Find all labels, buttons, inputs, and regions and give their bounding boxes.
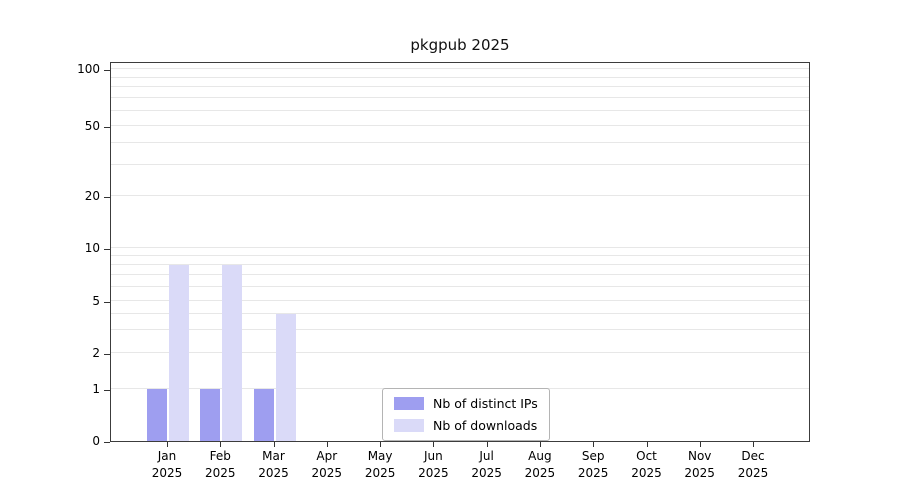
- x-tick-mark: [753, 442, 754, 447]
- gridline: [111, 300, 809, 301]
- bar-nb-of-downloads: [169, 265, 189, 441]
- y-tick-label: 20: [84, 189, 100, 203]
- x-tick-label: Dec 2025: [737, 449, 769, 480]
- gridline: [111, 97, 809, 99]
- legend: Nb of distinct IPs Nb of downloads: [382, 388, 550, 441]
- bar-nb-of-distinct-ips: [147, 389, 167, 441]
- x-tick-label: Sep 2025: [577, 449, 609, 480]
- y-tick-label: 0: [92, 434, 100, 448]
- gridline: [111, 125, 809, 126]
- y-tick-label: 100: [77, 62, 100, 76]
- x-tick-mark: [699, 442, 701, 447]
- x-tick-label: Aug 2025: [524, 449, 556, 480]
- x-tick-mark: [273, 442, 275, 447]
- x-tick-label: May 2025: [364, 449, 396, 480]
- x-tick-mark: [326, 442, 328, 447]
- y-tick-mark: [104, 442, 110, 443]
- gridline: [111, 86, 809, 88]
- x-tick-label: Jun 2025: [418, 449, 449, 480]
- y-tick-mark: [104, 302, 110, 303]
- y-tick-label: 2: [92, 346, 100, 360]
- y-tick-mark: [104, 70, 110, 71]
- bar-nb-of-downloads: [222, 265, 243, 441]
- y-tick-mark: [104, 197, 110, 198]
- x-tick-mark: [220, 442, 222, 447]
- legend-item: Nb of downloads: [394, 418, 538, 433]
- gridline: [111, 195, 809, 196]
- x-tick-label: Apr 2025: [311, 449, 343, 480]
- x-tick-label: Oct 2025: [631, 449, 662, 480]
- x-tick-mark: [433, 442, 435, 447]
- y-tick-label: 1: [92, 382, 100, 396]
- gridline: [111, 76, 809, 78]
- gridline: [111, 352, 809, 353]
- gridline: [111, 68, 809, 69]
- legend-swatch: [394, 419, 424, 432]
- gridline: [111, 264, 809, 266]
- bar-nb-of-distinct-ips: [200, 389, 221, 441]
- plot-area: [110, 62, 810, 442]
- x-tick-mark: [539, 442, 541, 447]
- x-tick-label: Nov 2025: [684, 449, 715, 480]
- gridline: [111, 255, 809, 257]
- y-tick-mark: [104, 127, 110, 128]
- y-tick-label: 5: [92, 294, 100, 308]
- y-tick-mark: [104, 390, 110, 391]
- bar-nb-of-distinct-ips: [253, 389, 274, 441]
- chart-title: pkgpub 2025: [410, 36, 510, 54]
- gridline: [111, 286, 809, 288]
- x-tick-mark: [167, 442, 168, 447]
- bar-nb-of-downloads: [275, 313, 296, 441]
- x-tick-mark: [380, 442, 382, 447]
- gridline: [111, 312, 809, 314]
- gridline: [111, 247, 809, 248]
- gridline: [111, 110, 809, 111]
- x-tick-mark: [486, 442, 488, 447]
- x-tick-label: Mar 2025: [258, 449, 289, 480]
- legend-label: Nb of downloads: [433, 418, 538, 433]
- legend-swatch: [394, 397, 424, 410]
- y-tick-mark: [104, 354, 110, 355]
- gridline: [111, 274, 809, 276]
- gridline: [111, 329, 809, 330]
- legend-label: Nb of distinct IPs: [433, 396, 538, 411]
- y-tick-label: 10: [84, 241, 100, 255]
- y-tick-mark: [104, 249, 110, 250]
- legend-item: Nb of distinct IPs: [394, 396, 538, 411]
- x-tick-label: Jul 2025: [471, 449, 502, 480]
- x-tick-mark: [646, 442, 648, 447]
- x-tick-label: Jan 2025: [151, 449, 183, 480]
- x-tick-label: Feb 2025: [205, 449, 236, 480]
- gridline: [111, 142, 809, 143]
- x-tick-mark: [593, 442, 595, 447]
- gridline: [111, 164, 809, 165]
- y-tick-label: 50: [84, 119, 100, 133]
